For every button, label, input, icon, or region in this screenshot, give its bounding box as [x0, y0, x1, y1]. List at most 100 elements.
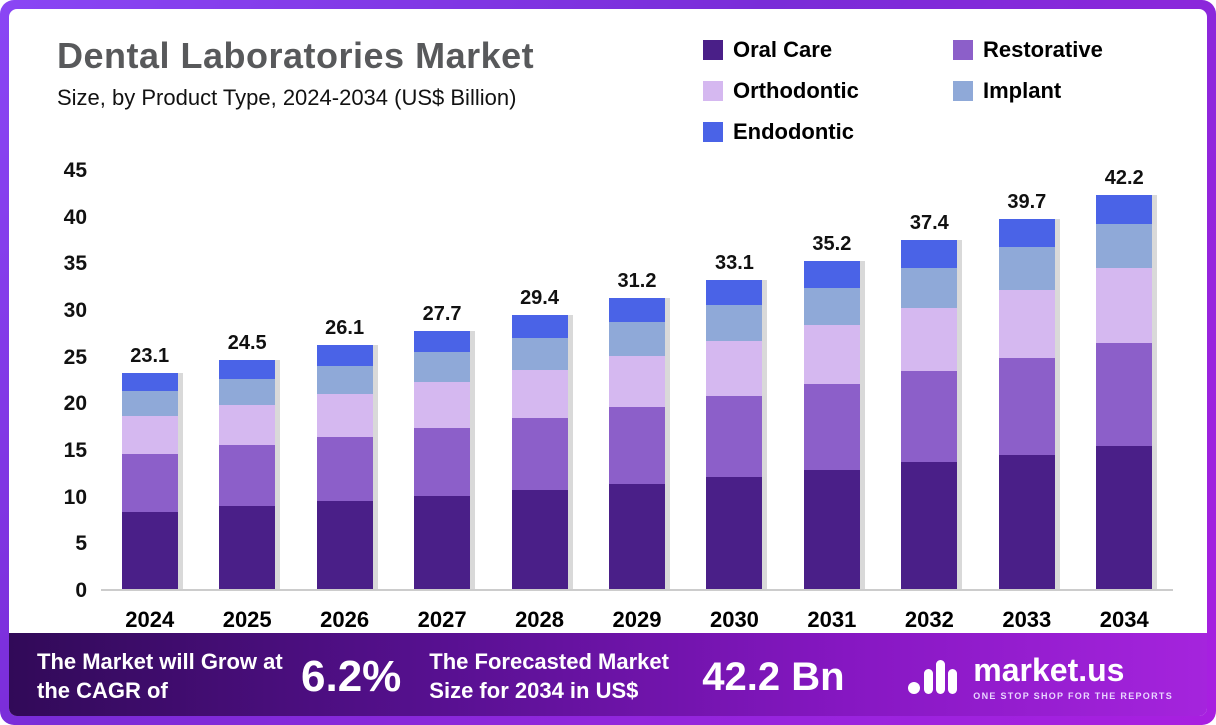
bar-stack — [511, 314, 568, 589]
x-axis-label-2028: 2028 — [515, 607, 565, 632]
bar-segment-restorative — [901, 370, 958, 463]
bar-stack — [316, 345, 373, 589]
legend-item-orthodontic: Orthodontic — [703, 78, 953, 104]
bar-segment-endodontic — [608, 297, 665, 323]
bar-segment-implant — [414, 351, 471, 382]
x-axis-label-2032: 2032 — [904, 607, 954, 632]
x-axis-label-2031: 2031 — [807, 607, 857, 632]
bar-column-2028: 29.4 — [491, 287, 588, 589]
bar-segment-oral-care — [316, 501, 373, 589]
bar-segment-orthodontic — [414, 381, 471, 428]
legend-label: Restorative — [983, 37, 1103, 62]
legend-label: Oral Care — [733, 37, 833, 62]
legend-label: Endodontic — [733, 119, 854, 144]
y-axis-tick-label: 20 — [63, 392, 87, 416]
bar-segment-orthodontic — [219, 405, 276, 446]
bar-segment-oral-care — [219, 505, 276, 589]
bar-segment-orthodontic — [706, 340, 763, 396]
bar-column-2025: 24.5 — [198, 332, 295, 589]
y-axis-tick-label: 5 — [75, 532, 87, 556]
bar-stack — [803, 260, 860, 589]
bar-total-label: 27.7 — [422, 302, 462, 325]
bar-segment-orthodontic — [511, 369, 568, 419]
y-axis-tick-label: 40 — [63, 205, 87, 229]
bar-segment-oral-care — [511, 490, 568, 589]
legend-swatch-orthodontic — [703, 81, 723, 101]
bar-segment-implant — [608, 322, 665, 356]
chart-header: Dental Laboratories Market Size, by Prod… — [43, 27, 1173, 145]
bar-segment-restorative — [316, 436, 373, 502]
bar-segment-endodontic — [511, 314, 568, 338]
bar-segment-oral-care — [901, 462, 958, 589]
bar-segment-endodontic — [998, 218, 1055, 248]
bar-segment-implant — [901, 267, 958, 309]
bar-segment-endodontic — [1096, 195, 1153, 225]
bar-segment-orthodontic — [121, 416, 178, 454]
brand-logo: market.us ONE STOP SHOP FOR THE REPORTS — [907, 654, 1179, 701]
bar-segment-oral-care — [121, 511, 178, 589]
bar-segment-endodontic — [316, 345, 373, 366]
bar-stack — [901, 239, 958, 589]
bar-segment-restorative — [803, 383, 860, 470]
cagr-value: 6.2% — [301, 652, 402, 701]
bar-segment-restorative — [414, 427, 471, 496]
x-axis-label-2026: 2026 — [320, 607, 370, 632]
bar-segment-restorative — [121, 453, 178, 512]
bar-segment-restorative — [998, 357, 1055, 455]
bar-segment-implant — [706, 305, 763, 341]
y-axis: 0 5 10 15 20 25 30 35 40 45 — [43, 159, 87, 602]
market-us-logo-icon — [908, 660, 958, 694]
bars-container: 23.1 24.5 26.1 27.7 29.4 31.2 33.1 35.2 37.4 39.7… — [101, 167, 1173, 591]
brand-name: market.us — [973, 651, 1125, 688]
bar-column-2026: 26.1 — [296, 317, 393, 589]
bar-total-label: 35.2 — [812, 232, 852, 255]
bar-segment-implant — [1096, 224, 1153, 268]
bar-segment-implant — [803, 287, 860, 325]
y-axis-tick-label: 45 — [63, 159, 87, 182]
bar-segment-orthodontic — [803, 324, 860, 384]
chart-section: Dental Laboratories Market Size, by Prod… — [9, 9, 1207, 633]
bar-segment-orthodontic — [316, 393, 373, 437]
cagr-label: The Market will Grow at the CAGR of — [37, 649, 283, 703]
bar-segment-implant — [121, 391, 178, 417]
bar-total-label: 33.1 — [714, 252, 754, 275]
bar-segment-oral-care — [1096, 446, 1153, 589]
legend-swatch-implant — [953, 81, 973, 101]
brand-tagline: ONE STOP SHOP FOR THE REPORTS — [973, 690, 1173, 701]
bar-segment-restorative — [608, 407, 665, 484]
bar-column-2029: 31.2 — [588, 270, 685, 589]
bar-column-2032: 37.4 — [881, 212, 978, 589]
bar-total-label: 31.2 — [617, 269, 657, 292]
bar-total-label: 42.2 — [1104, 167, 1144, 190]
forecast-value: 42.2 Bn — [702, 654, 845, 699]
y-axis-tick-label: 10 — [63, 485, 87, 509]
x-axis-label-2025: 2025 — [222, 607, 272, 632]
bar-segment-oral-care — [706, 477, 763, 589]
legend-label: Orthodontic — [733, 78, 859, 103]
legend-item-oral-care: Oral Care — [703, 37, 953, 63]
bar-segment-implant — [316, 365, 373, 394]
infographic-body: Dental Laboratories Market Size, by Prod… — [9, 9, 1207, 716]
bar-segment-implant — [998, 247, 1055, 291]
bar-segment-implant — [219, 379, 276, 406]
bar-segment-orthodontic — [901, 308, 958, 371]
x-axis-label-2034: 2034 — [1099, 607, 1149, 632]
bar-segment-oral-care — [608, 483, 665, 589]
bar-segment-oral-care — [414, 495, 471, 589]
bar-total-label: 23.1 — [130, 345, 170, 368]
legend-item-endodontic: Endodontic — [703, 119, 953, 145]
bar-segment-restorative — [1096, 342, 1153, 447]
bar-column-2030: 33.1 — [686, 252, 783, 589]
x-axis: 2024 2025 2026 2027 2028 2029 2030 2031 2032 2033… — [101, 607, 1173, 633]
bar-stack — [1096, 195, 1153, 589]
bar-segment-endodontic — [803, 260, 860, 288]
legend-swatch-oral-care — [703, 40, 723, 60]
bar-segment-oral-care — [803, 469, 860, 589]
bar-stack — [998, 218, 1055, 589]
chart-subtitle: Size, by Product Type, 2024-2034 (US$ Bi… — [57, 85, 517, 110]
bar-column-2034: 42.2 — [1076, 167, 1173, 589]
bar-column-2027: 27.7 — [393, 303, 490, 589]
bar-segment-endodontic — [219, 360, 276, 380]
forecast-label: The Forecasted Market Size for 2034 in U… — [429, 649, 669, 703]
